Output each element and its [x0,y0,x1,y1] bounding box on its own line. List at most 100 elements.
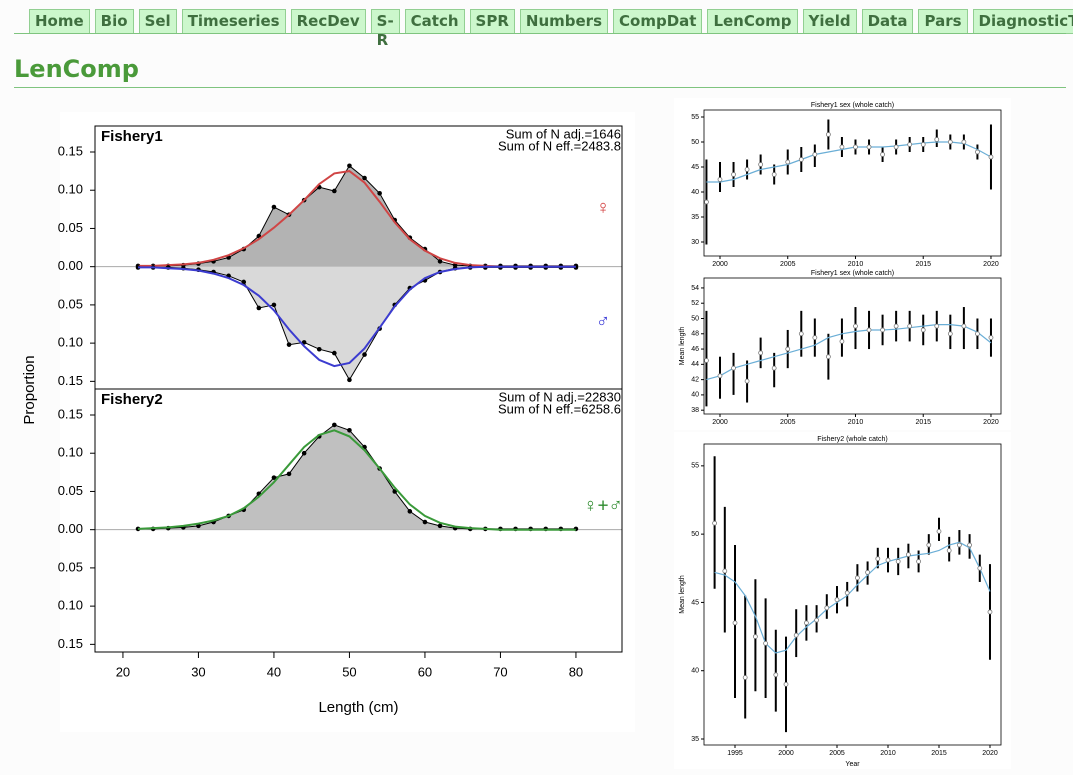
mean-point [947,139,953,145]
mean-point [753,634,758,639]
y-tick-label: 0.15 [58,406,83,421]
x-tick-label: 2005 [829,750,845,757]
observed-point [332,188,337,194]
observed-point [347,163,352,169]
annotation: Sum of N adj.=1646 [506,126,621,141]
mean-point [717,177,723,182]
plot-background [674,432,1011,769]
mean-point [975,331,980,337]
mean-point [773,672,779,678]
y-tick-label: 0.05 [58,559,83,574]
nav-tab[interactable]: Sel [138,9,177,34]
mean-point [946,548,952,553]
panel-label: Fishery2 [101,391,163,408]
expected-line [706,141,992,183]
y-tick-label: 0.05 [58,483,83,498]
mean-point [722,568,728,574]
observed-point [437,259,443,264]
y-tick-label: 0.15 [58,143,83,158]
x-tick-label: 2000 [712,261,728,268]
mean-point [824,605,830,611]
nav-tab[interactable]: S-R [370,9,400,49]
mean-point [834,597,840,603]
y-tick-label: 35 [691,214,699,221]
x-tick-label: 2005 [780,419,796,426]
nav-tab[interactable]: CompDat [613,9,703,34]
mean-point [988,154,994,160]
area-fill [138,424,576,530]
mean-point [712,520,718,526]
x-tick-label: 40 [267,664,281,679]
observed-point [347,377,352,383]
x-tick-label: 2020 [983,261,999,268]
mean-point [717,373,723,379]
nav-tab[interactable]: DiagnosticTables [972,9,1073,34]
observed-point [362,352,367,357]
divider [14,33,1066,34]
y-tick-label: 0.15 [58,636,83,651]
mean-point [731,172,736,177]
observed-point [286,471,292,477]
sex-symbol: ♂ [596,312,610,333]
mean-point [893,144,899,150]
mean-point [988,335,994,340]
mean-point [907,142,913,147]
chart-title: Fishery1 sex (whole catch) [811,270,894,277]
expected-line [714,541,991,654]
y-tick-label: 50 [691,139,699,146]
nav-tab[interactable]: Home [29,9,90,34]
observed-point [286,342,292,347]
x-axis-label: Length (cm) [318,699,398,716]
observed-point [437,523,443,529]
nav-tab[interactable]: RecDev [290,9,366,34]
mean-point [771,172,777,177]
mean-point [742,675,748,680]
mean-point [803,620,809,626]
observed-point [347,427,352,433]
observed-point [422,519,428,525]
y-tick-label: 30 [691,239,699,246]
mean-point [961,139,967,145]
mean-point [783,681,789,687]
nav-tab[interactable]: Data [861,9,914,34]
nav-tab[interactable]: SPR [469,9,515,34]
y-tick-label: 0.10 [58,335,83,350]
panel-frame [94,388,623,653]
mean-point [934,137,940,142]
mean-point [956,542,962,548]
expected-line [137,429,576,531]
nav-tab[interactable]: Pars [918,9,968,34]
area-fill [138,266,576,380]
x-axis-label: Year [845,761,860,768]
mean-point [977,565,983,571]
mean-point [758,350,764,356]
annotation: Sum of N adj.=22830 [499,389,622,404]
mean-point [771,365,777,371]
x-tick-label: 20 [116,664,130,679]
chart-title: Fishery1 sex (whole catch) [811,102,894,109]
y-axis-label: Mean length [679,327,686,366]
expected-line [706,324,992,381]
y-tick-label: 42 [691,376,699,383]
y-tick-label: 0.15 [58,373,83,388]
mean-point [967,542,972,548]
mean-point [758,162,764,167]
x-tick-label: 2015 [915,261,931,268]
observed-point [332,350,337,356]
y-axis-label: Proportion [21,355,38,424]
mean-point [936,529,942,534]
mean-point [839,339,845,344]
mean-point [744,167,750,172]
x-tick-label: 2015 [915,419,931,426]
observed-point [256,305,262,311]
observed-point [377,190,382,196]
annotation: Sum of N eff.=6258.6 [498,401,621,416]
x-tick-label: 60 [418,664,432,679]
mean-point [865,569,870,575]
x-tick-label: 1995 [727,750,743,757]
mean-point [812,152,818,157]
nav-tab[interactable]: Catch [404,9,465,34]
x-tick-label: 70 [493,664,507,679]
expected-line [138,265,576,368]
